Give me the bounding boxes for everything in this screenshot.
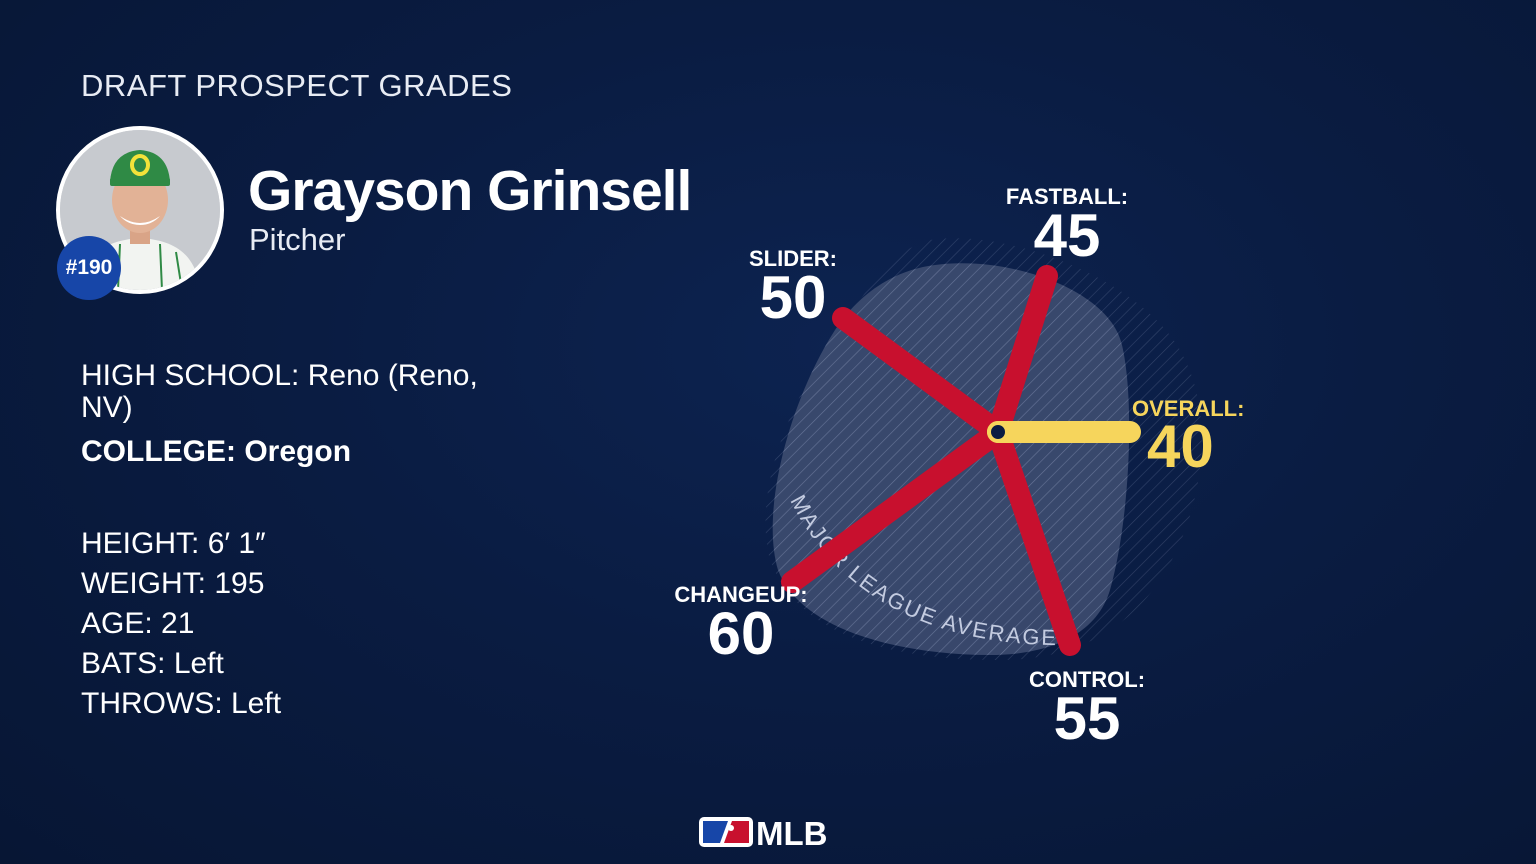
- high-school-label: HIGH SCHOOL:: [81, 359, 300, 392]
- mlb-logo-text: MLB: [756, 815, 827, 850]
- value-control: 55: [1054, 685, 1121, 752]
- height-label: HEIGHT:: [81, 527, 200, 560]
- mlb-logo-icon: MLB: [699, 815, 827, 850]
- rank-badge: #190: [57, 236, 121, 300]
- college-line: COLLEGE: Oregon: [81, 436, 351, 468]
- player-avatar-group: #190: [56, 126, 224, 300]
- high-school-line: HIGH SCHOOL: Reno (Reno, NV): [81, 360, 521, 424]
- age-line: AGE: 21: [81, 608, 194, 640]
- bats-label: BATS:: [81, 647, 166, 680]
- throws-value: Left: [231, 687, 282, 720]
- label-overall: OVERALL:: [1132, 396, 1244, 421]
- chart-center-dot: [987, 421, 1009, 443]
- weight-value: 195: [214, 567, 265, 600]
- page-title: DRAFT PROSPECT GRADES: [81, 68, 513, 103]
- age-value: 21: [161, 607, 195, 640]
- bats-value: Left: [173, 647, 224, 680]
- value-fastball: 45: [1034, 202, 1101, 269]
- college-label: COLLEGE:: [81, 435, 236, 468]
- player-position: Pitcher: [249, 222, 346, 257]
- throws-label: THROWS:: [81, 687, 223, 720]
- spoke-changeup: [781, 421, 1009, 593]
- height-value: 6′ 1″: [207, 527, 266, 560]
- age-label: AGE:: [81, 607, 153, 640]
- player-name: Grayson Grinsell: [248, 159, 692, 223]
- label-changeup: CHANGEUP:: [674, 582, 807, 607]
- weight-label: WEIGHT:: [81, 567, 206, 600]
- label-control: CONTROL:: [1029, 667, 1145, 692]
- value-overall: 40: [1147, 413, 1214, 480]
- spoke-slider: [832, 307, 1009, 443]
- label-slider: SLIDER:: [749, 246, 837, 271]
- high-school-value: Reno (Reno, NV): [81, 359, 478, 424]
- college-value: Oregon: [244, 435, 352, 468]
- weight-line: WEIGHT: 195: [81, 568, 264, 600]
- value-slider: 50: [760, 264, 827, 331]
- bats-line: BATS: Left: [81, 648, 224, 680]
- throws-line: THROWS: Left: [81, 688, 281, 720]
- height-line: HEIGHT: 6′ 1″: [81, 528, 266, 560]
- spoke-fastball: [987, 265, 1058, 443]
- label-fastball: FASTBALL:: [1006, 184, 1128, 209]
- value-changeup: 60: [708, 600, 775, 667]
- spoke-control: [987, 421, 1081, 656]
